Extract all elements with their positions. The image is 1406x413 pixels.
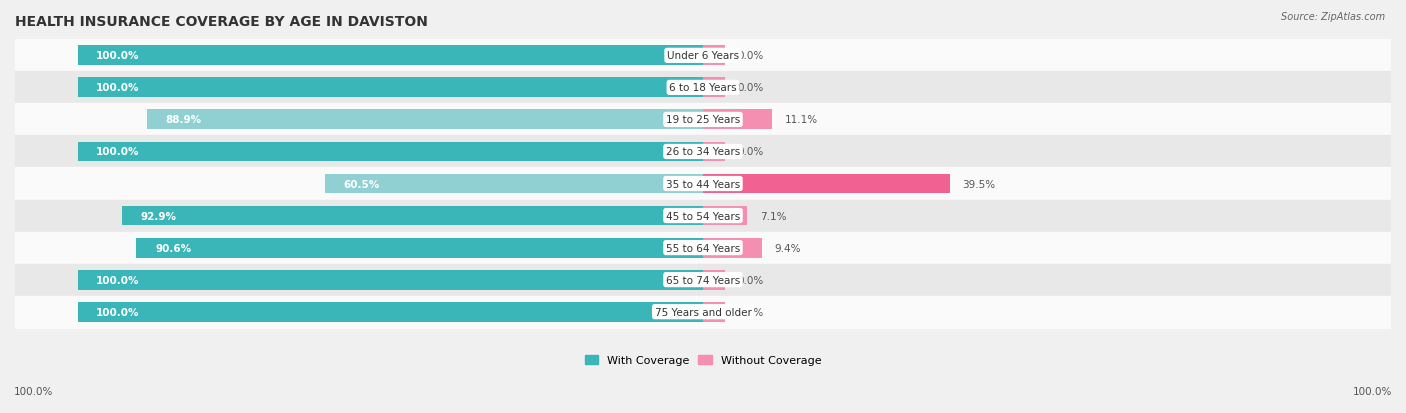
Text: 0.0%: 0.0% [737, 83, 763, 93]
Bar [15, 136, 1391, 168]
Text: 90.6%: 90.6% [155, 243, 191, 253]
Text: 55 to 64 Years: 55 to 64 Years [666, 243, 740, 253]
Bar [122, 206, 703, 226]
Bar [703, 238, 762, 258]
Text: 0.0%: 0.0% [737, 147, 763, 157]
Text: 39.5%: 39.5% [963, 179, 995, 189]
Text: 100.0%: 100.0% [14, 387, 53, 396]
Text: 65 to 74 Years: 65 to 74 Years [666, 275, 740, 285]
Bar [15, 72, 1391, 104]
Text: Source: ZipAtlas.com: Source: ZipAtlas.com [1281, 12, 1385, 22]
Bar [15, 200, 1391, 232]
Text: 100.0%: 100.0% [96, 275, 139, 285]
Bar [77, 78, 703, 98]
Text: 6 to 18 Years: 6 to 18 Years [669, 83, 737, 93]
Text: 26 to 34 Years: 26 to 34 Years [666, 147, 740, 157]
Bar [136, 238, 703, 258]
Text: 7.1%: 7.1% [759, 211, 786, 221]
Bar [703, 174, 950, 194]
Bar [77, 46, 703, 66]
Bar [703, 46, 725, 66]
Bar [703, 270, 725, 290]
Text: 100.0%: 100.0% [96, 147, 139, 157]
Bar [703, 142, 725, 162]
Text: 0.0%: 0.0% [737, 275, 763, 285]
Text: 19 to 25 Years: 19 to 25 Years [666, 115, 740, 125]
Bar [15, 264, 1391, 296]
Bar [703, 206, 748, 226]
Text: 100.0%: 100.0% [96, 307, 139, 317]
Text: 0.0%: 0.0% [737, 51, 763, 61]
Bar [703, 110, 772, 130]
Text: Under 6 Years: Under 6 Years [666, 51, 740, 61]
Text: 60.5%: 60.5% [343, 179, 380, 189]
Bar [15, 40, 1391, 72]
Bar [703, 78, 725, 98]
Bar [325, 174, 703, 194]
Bar [77, 302, 703, 322]
Bar [77, 142, 703, 162]
Legend: With Coverage, Without Coverage: With Coverage, Without Coverage [581, 350, 825, 370]
Bar [15, 168, 1391, 200]
Text: 0.0%: 0.0% [737, 307, 763, 317]
Text: 35 to 44 Years: 35 to 44 Years [666, 179, 740, 189]
Text: 9.4%: 9.4% [775, 243, 801, 253]
Bar [77, 270, 703, 290]
Text: 88.9%: 88.9% [166, 115, 202, 125]
Text: 92.9%: 92.9% [141, 211, 177, 221]
Bar [703, 302, 725, 322]
Text: 100.0%: 100.0% [96, 83, 139, 93]
Text: 100.0%: 100.0% [96, 51, 139, 61]
Bar [15, 104, 1391, 136]
Text: 75 Years and older: 75 Years and older [655, 307, 751, 317]
Bar [15, 232, 1391, 264]
Bar [15, 296, 1391, 328]
Bar [148, 110, 703, 130]
Text: HEALTH INSURANCE COVERAGE BY AGE IN DAVISTON: HEALTH INSURANCE COVERAGE BY AGE IN DAVI… [15, 15, 427, 29]
Text: 100.0%: 100.0% [1353, 387, 1392, 396]
Text: 45 to 54 Years: 45 to 54 Years [666, 211, 740, 221]
Text: 11.1%: 11.1% [785, 115, 818, 125]
